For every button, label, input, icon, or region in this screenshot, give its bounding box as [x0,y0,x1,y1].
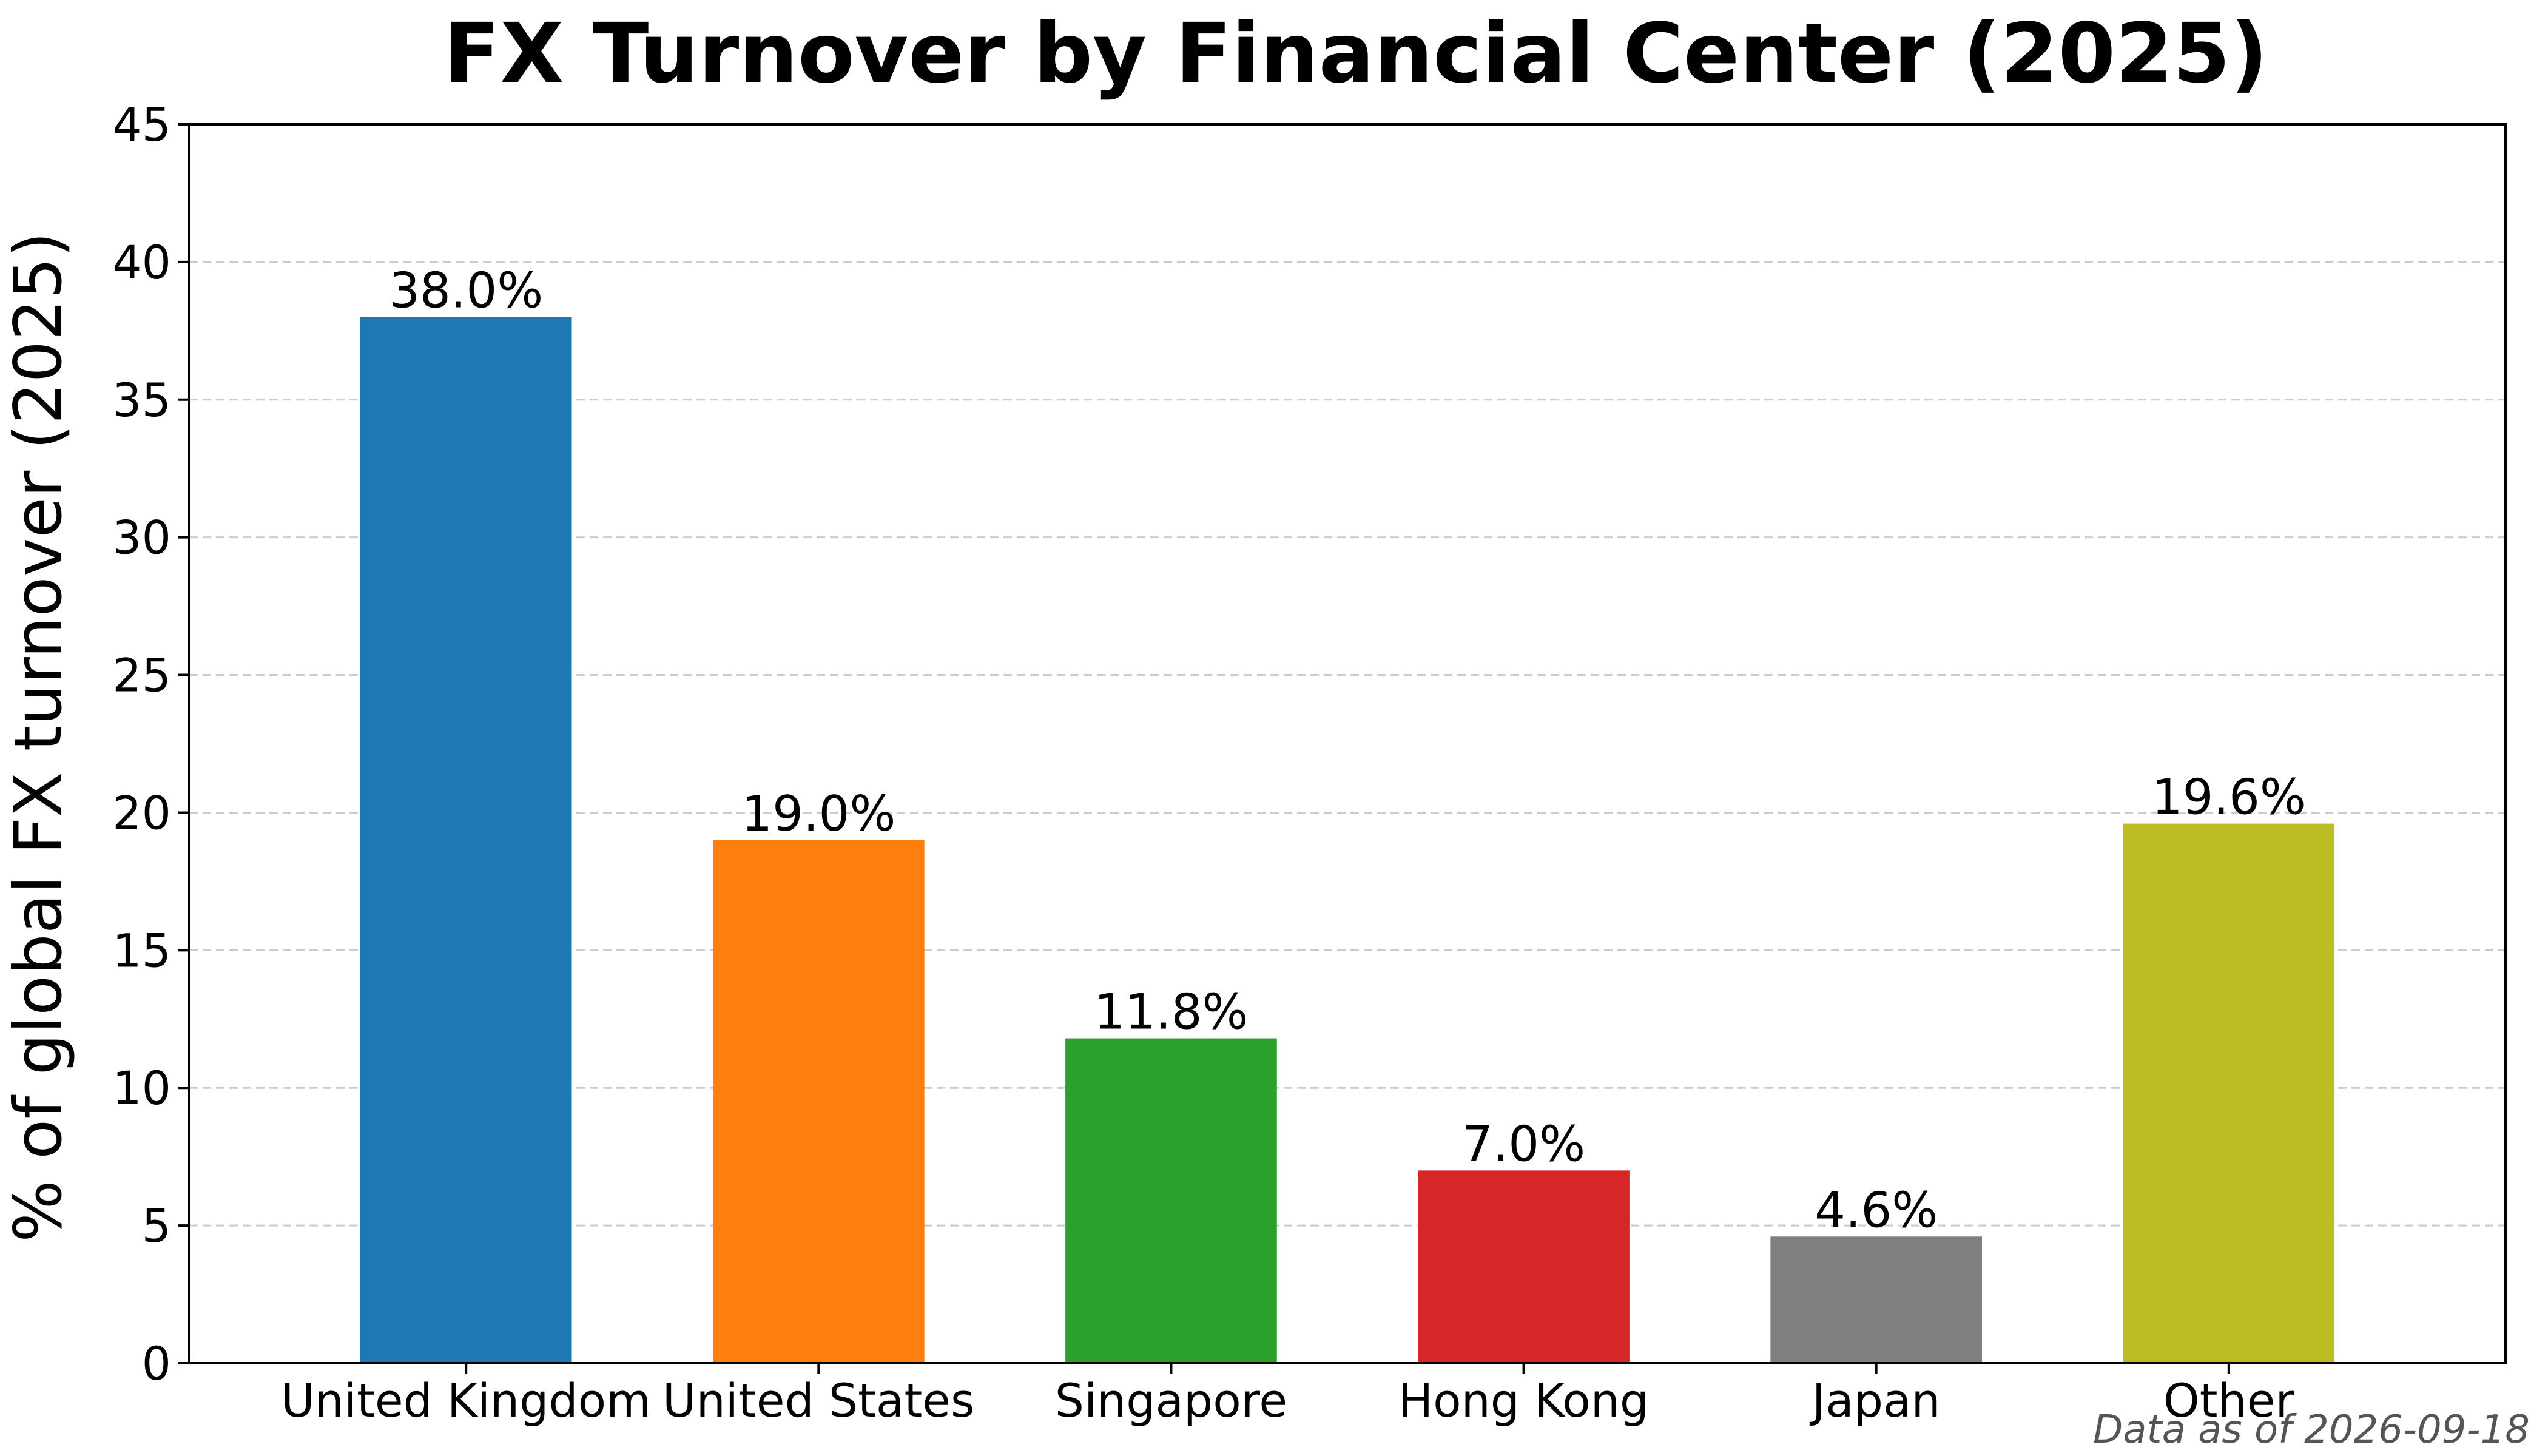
x-tick-label: United Kingdom [281,1373,651,1427]
x-tick-label: United States [662,1373,975,1427]
data-label: 19.0% [741,786,895,842]
y-tick-label: 35 [112,373,171,427]
x-tick-label: Other [2163,1373,2295,1427]
data-labels: 38.0% 19.0% 11.8% 7.0% 4.6% 19.6% [389,263,2306,1239]
data-label: 4.6% [1815,1182,1938,1238]
bar-united-states [712,840,925,1363]
bars [360,317,2335,1363]
x-tick-label: Japan [1810,1373,1941,1427]
x-tick-label: Singapore [1055,1373,1287,1427]
x-tick-label: Hong Kong [1398,1373,1649,1427]
y-tick-label: 30 [112,511,171,565]
bar-singapore [1065,1038,1277,1363]
y-tick-label: 15 [112,923,171,977]
data-label: 11.8% [1094,984,1248,1040]
x-axis-ticks: United Kingdom United States Singapore Hong… [281,1363,2294,1427]
y-tick-label: 25 [112,649,171,703]
bar-hong-kong [1418,1170,1630,1363]
y-axis-label: % of global FX turnover (2025) [1,232,76,1242]
gridlines [189,261,2506,1227]
y-tick-label: 20 [112,786,171,840]
y-tick-label: 45 [112,98,171,152]
bar-united-kingdom [360,317,572,1363]
data-label: 38.0% [389,263,543,319]
y-tick-label: 40 [112,235,171,289]
bar-other [2123,823,2335,1363]
data-label: 7.0% [1462,1116,1585,1172]
y-tick-label: 10 [112,1061,171,1115]
y-tick-label: 5 [142,1199,171,1253]
y-axis-ticks: 0 5 10 15 20 25 30 35 40 45 [112,98,189,1390]
chart-title: FX Turnover by Financial Center (2025) [443,6,2268,102]
data-date-footnote: Data as of 2026-09-18 [2093,1407,2530,1452]
plot-frame [188,123,2507,1364]
bar-japan [1770,1236,1983,1363]
y-tick-label: 0 [142,1336,171,1390]
data-label: 19.6% [2152,769,2306,826]
